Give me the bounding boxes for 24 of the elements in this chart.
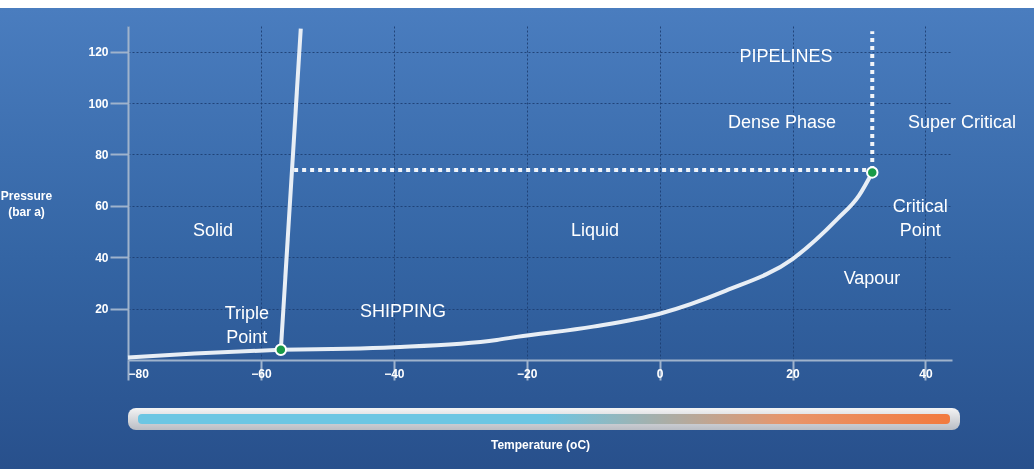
y-tick-label: 100 [88, 96, 109, 111]
annotation: Liquid [570, 220, 620, 240]
annotation: Triple Point [224, 302, 270, 347]
x-tick-label: −80 [128, 366, 150, 381]
y-tick-label: 80 [95, 147, 109, 162]
y-tick-label: 40 [95, 250, 109, 265]
y-tick-label: 120 [88, 45, 109, 60]
x-tick-label: −60 [251, 366, 272, 381]
x-tick-label: −40 [384, 366, 405, 381]
annotation: Vapour [843, 268, 901, 288]
annotation: Critical Point [892, 196, 948, 241]
x-tick-label: 20 [786, 366, 801, 381]
x-tick-label: 40 [919, 366, 933, 381]
annotation: Solid [192, 220, 234, 240]
annotation: SHIPPING [359, 301, 447, 321]
annotation: Super Critical [907, 112, 1017, 132]
x-tick-label: 0 [656, 366, 664, 381]
y-tick-label: 20 [95, 302, 109, 317]
y-tick-label: 60 [95, 199, 109, 214]
x-axis-title: Temperature (oC) [490, 437, 591, 452]
x-tick-label: −20 [517, 366, 538, 381]
annotation: Dense Phase [727, 112, 837, 132]
y-axis-title: Pressure (bar a) [0, 189, 53, 220]
annotation: PIPELINES [739, 46, 833, 66]
